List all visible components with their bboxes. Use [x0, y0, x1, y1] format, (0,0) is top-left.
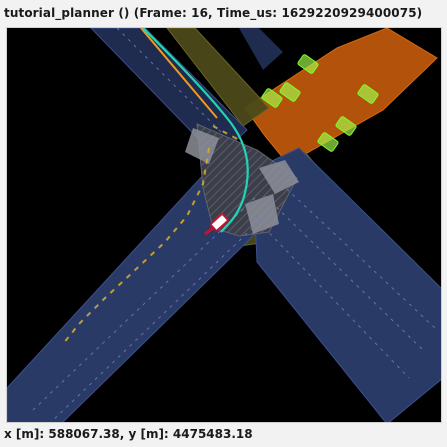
cursor-coordinates: x [m]: 588067.38, y [m]: 4475483.18 — [4, 427, 253, 441]
window-title: tutorial_planner () (Frame: 16, Time_us:… — [4, 6, 422, 20]
map-viewport[interactable] — [6, 27, 442, 423]
map-canvas[interactable] — [7, 28, 442, 423]
